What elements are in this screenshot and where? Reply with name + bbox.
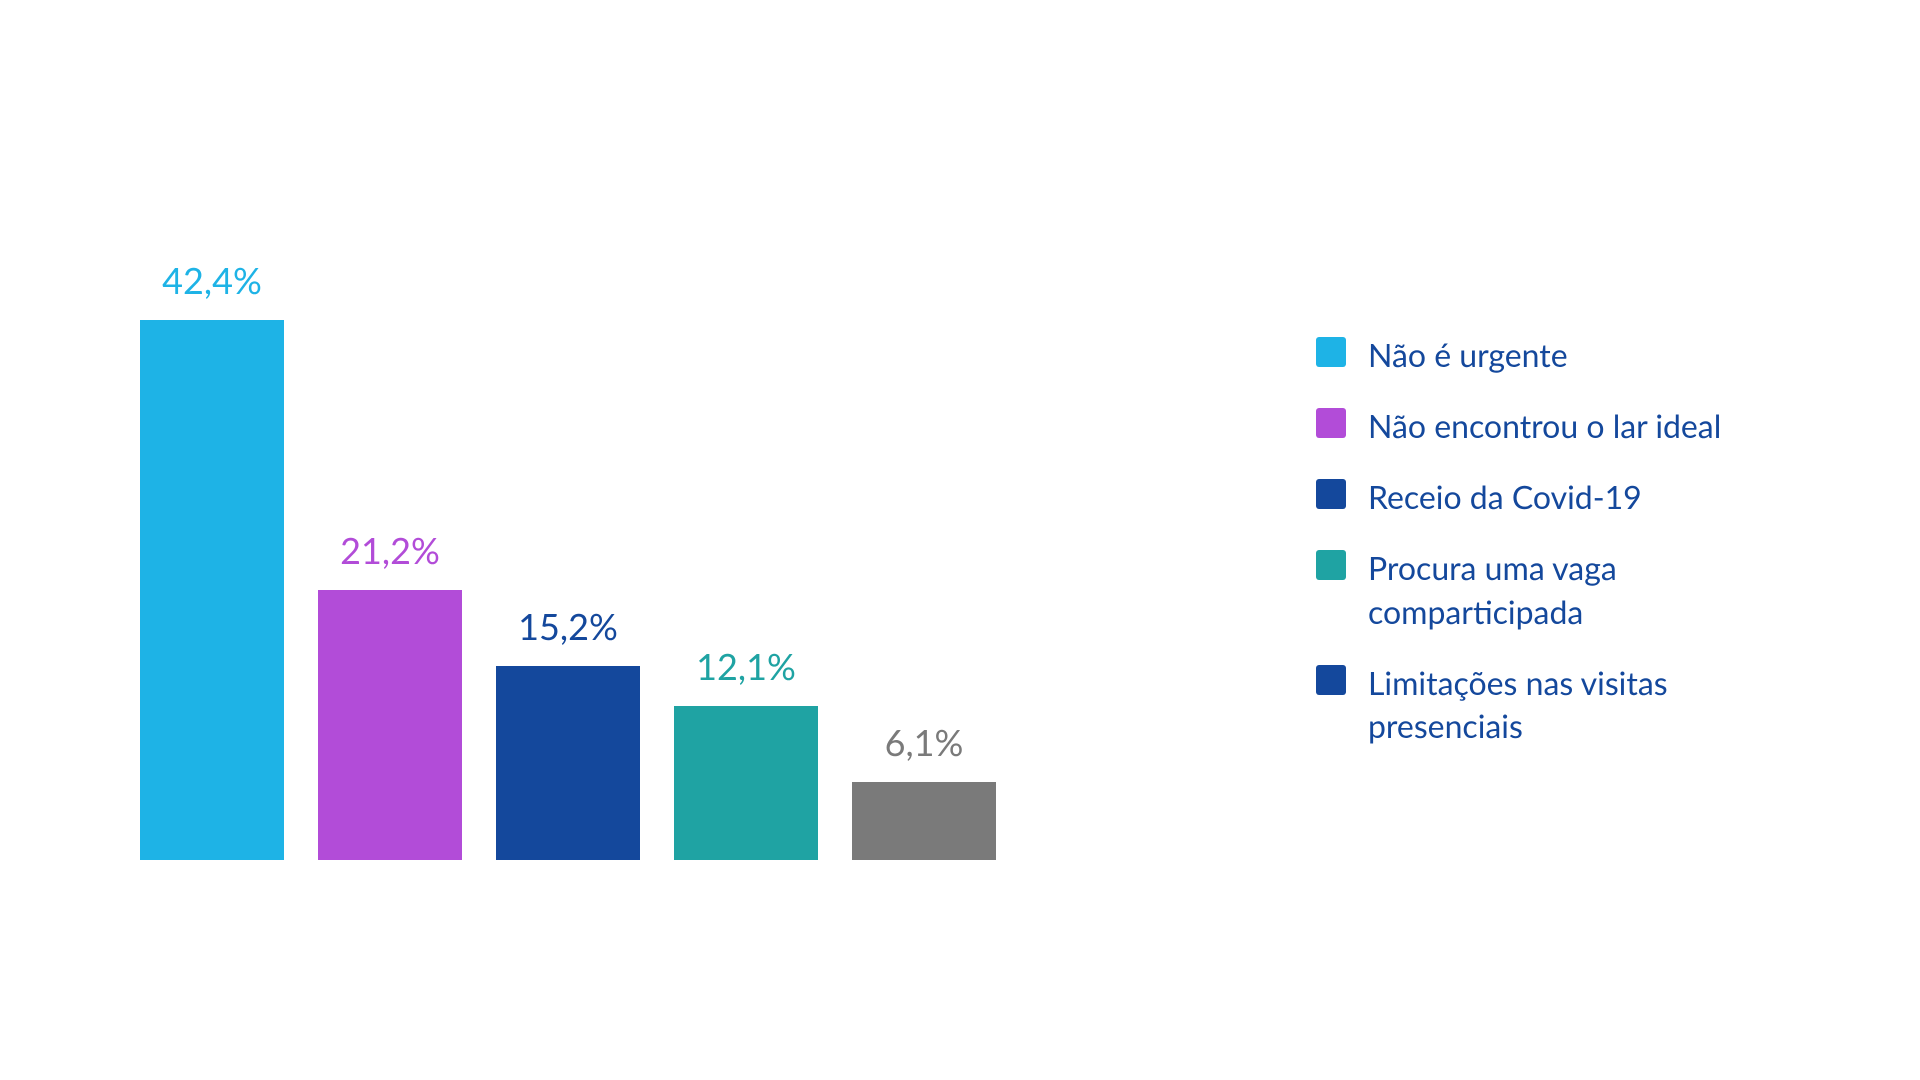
bar-group: 12,1% bbox=[674, 220, 818, 860]
legend-swatch bbox=[1316, 665, 1346, 695]
bar-group: 15,2% bbox=[496, 220, 640, 860]
bars-area: 42,4% 21,2% 15,2% 12,1% 6,1% bbox=[140, 220, 996, 860]
legend-text: Receio da Covid-19 bbox=[1368, 475, 1642, 518]
legend-text: Procura uma vaga comparticipada bbox=[1368, 546, 1776, 632]
legend-text: Não encontrou o lar ideal bbox=[1368, 404, 1721, 447]
legend-text: Não é urgente bbox=[1368, 333, 1568, 376]
legend-item: Procura uma vaga comparticipada bbox=[1316, 546, 1776, 632]
legend-swatch bbox=[1316, 550, 1346, 580]
bar-chart: 42,4% 21,2% 15,2% 12,1% 6,1% Não é urgen… bbox=[0, 220, 1920, 860]
legend-swatch bbox=[1316, 479, 1346, 509]
bar bbox=[496, 666, 640, 860]
legend-item: Não é urgente bbox=[1316, 333, 1776, 376]
legend-item: Limitações nas visitas presenciais bbox=[1316, 661, 1776, 747]
legend-item: Não encontrou o lar ideal bbox=[1316, 404, 1776, 447]
bar-value-label: 6,1% bbox=[885, 720, 964, 764]
legend-swatch bbox=[1316, 337, 1346, 367]
bar bbox=[852, 782, 996, 860]
bar-value-label: 21,2% bbox=[340, 528, 440, 572]
bar-group: 42,4% bbox=[140, 220, 284, 860]
bar-value-label: 42,4% bbox=[162, 258, 262, 302]
bar-value-label: 15,2% bbox=[518, 604, 618, 648]
legend-swatch bbox=[1316, 408, 1346, 438]
bar-group: 6,1% bbox=[852, 220, 996, 860]
bar bbox=[140, 320, 284, 860]
legend-text: Limitações nas visitas presenciais bbox=[1368, 661, 1776, 747]
legend-item: Receio da Covid-19 bbox=[1316, 475, 1776, 518]
bar-group: 21,2% bbox=[318, 220, 462, 860]
legend: Não é urgente Não encontrou o lar ideal … bbox=[1316, 333, 1776, 747]
bar bbox=[674, 706, 818, 860]
bar-value-label: 12,1% bbox=[696, 644, 796, 688]
bar bbox=[318, 590, 462, 860]
